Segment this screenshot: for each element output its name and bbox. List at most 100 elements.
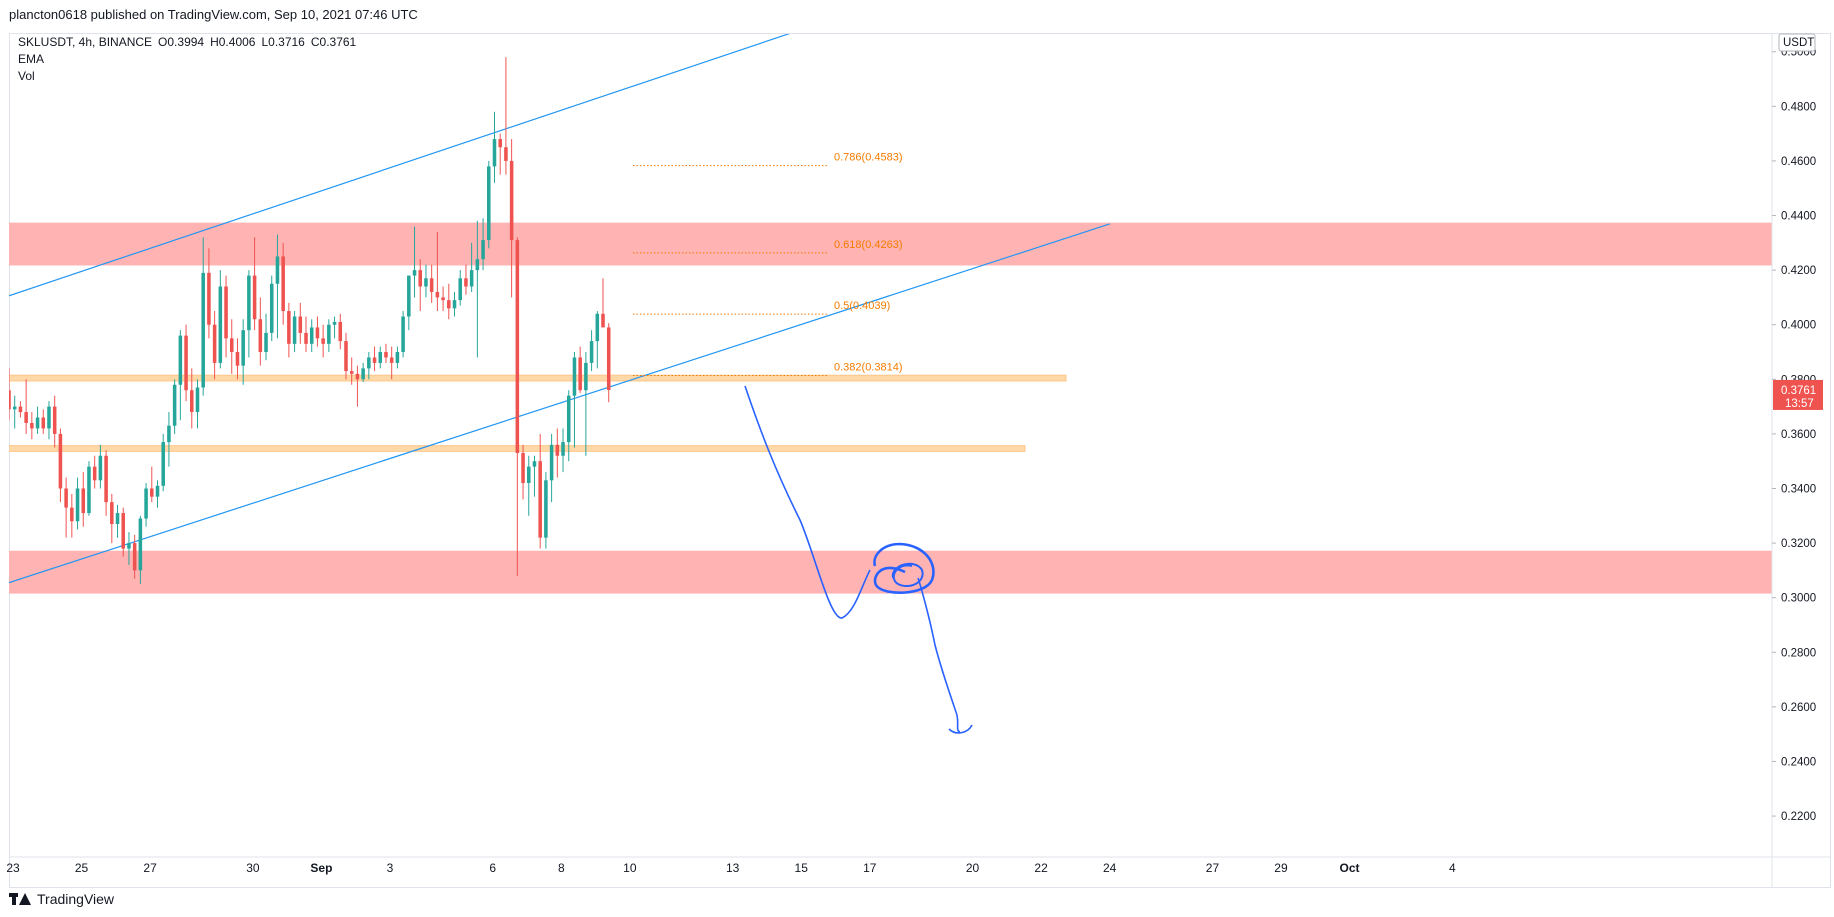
legend-open: O0.3994 — [158, 35, 205, 49]
candle-body — [287, 311, 291, 344]
candle-body — [487, 166, 491, 241]
candle-body — [24, 412, 28, 423]
x-tick-label: 24 — [1103, 861, 1117, 875]
candle-body — [252, 275, 257, 320]
candle-body — [572, 357, 577, 396]
legend-ema[interactable]: EMA — [18, 52, 45, 66]
candle-body — [367, 357, 371, 369]
last-price-tag — [1773, 379, 1823, 410]
x-tick-label: 8 — [558, 861, 565, 875]
candle-body — [504, 147, 508, 161]
fib-level-label: 0.382(0.3814) — [834, 361, 903, 373]
y-tick-label: 0.2800 — [1781, 647, 1816, 659]
candle-body — [127, 543, 131, 549]
fib-level-label: 0.5(0.4039) — [834, 300, 890, 312]
candle-body — [207, 272, 211, 325]
legend-vol[interactable]: Vol — [18, 69, 35, 83]
candle-body — [138, 518, 143, 571]
candle-body — [355, 373, 360, 380]
candle-body — [515, 240, 520, 454]
candle-body — [64, 488, 68, 508]
candle-body — [144, 488, 148, 519]
candle-body — [498, 139, 502, 148]
brand-text: TradingView — [37, 891, 115, 907]
candle-body — [115, 513, 120, 524]
candle-body — [292, 316, 297, 344]
candle-body — [327, 324, 331, 344]
candle-body — [98, 455, 103, 481]
candle-body — [150, 488, 154, 497]
footer-brand[interactable]: TradingView — [9, 891, 114, 907]
candle-body — [492, 139, 497, 167]
x-tick-label: 10 — [623, 861, 637, 875]
candle-body — [41, 417, 46, 429]
y-tick-label: 0.4800 — [1781, 101, 1816, 113]
y-tick-label: 0.2200 — [1781, 811, 1816, 823]
candle-countdown: 13:57 — [1785, 398, 1814, 410]
candle-body — [344, 341, 348, 372]
candle-body — [578, 357, 582, 391]
fib-level-label: 0.618(0.4263) — [834, 239, 903, 251]
candle-body — [172, 384, 177, 426]
candle-body — [595, 313, 600, 342]
candle-body — [30, 422, 34, 429]
candle-body — [481, 240, 485, 260]
candle-body — [212, 324, 217, 363]
x-tick-label: 15 — [795, 861, 809, 875]
candle-body — [538, 461, 542, 538]
candle-body — [584, 362, 588, 391]
candle-body — [429, 278, 434, 292]
candle-body — [75, 488, 80, 522]
x-tick-label: 29 — [1274, 861, 1288, 875]
candle-body — [12, 406, 17, 410]
candle-body — [224, 286, 228, 339]
legend-low: L0.3716 — [261, 35, 305, 49]
horizontal-level-zone — [9, 374, 1067, 382]
candle-body — [304, 332, 308, 344]
candle-body — [338, 321, 343, 342]
x-tick-label: Oct — [1340, 861, 1360, 875]
drawing-circle — [873, 542, 935, 595]
x-tick-label: 22 — [1034, 861, 1048, 875]
candle-body — [121, 513, 126, 549]
currency-label: USDT — [1783, 37, 1814, 49]
legend-symbol[interactable]: SKLUSDT, 4h, BINANCE — [18, 35, 153, 49]
x-tick-label: 30 — [246, 861, 260, 875]
candle-body — [378, 352, 383, 363]
candle-body — [81, 488, 86, 514]
candle-body — [509, 160, 514, 241]
y-tick-label: 0.2400 — [1781, 756, 1816, 768]
candle-body — [309, 327, 314, 344]
publisher-line: plancton0618 published on TradingView.co… — [9, 7, 418, 22]
x-tick-label: 25 — [75, 861, 89, 875]
x-tick-label: 23 — [6, 861, 20, 875]
candle-body — [418, 270, 423, 287]
chart-frame — [9, 33, 1831, 888]
y-tick-label: 0.2600 — [1781, 702, 1816, 714]
candle-body — [321, 338, 325, 344]
candle-body — [247, 275, 251, 331]
chart-legend: SKLUSDT, 4h, BINANCE O0.3994 H0.4006 L0.… — [18, 34, 356, 85]
candle-body — [190, 390, 194, 413]
candle-body — [281, 256, 285, 312]
candle-body — [87, 466, 91, 514]
candle-body — [532, 461, 537, 467]
candle-body — [435, 291, 440, 298]
x-tick-label: 3 — [387, 861, 394, 875]
drawing-path — [948, 724, 973, 734]
candle-body — [424, 278, 428, 287]
drawing-circle-inner — [891, 562, 924, 588]
candle-body — [92, 466, 97, 481]
x-tick-label: 4 — [1449, 861, 1456, 875]
support-resistance-zone — [9, 550, 1772, 594]
candle-body — [258, 319, 263, 353]
candle-body — [549, 444, 554, 481]
candle-body — [264, 332, 268, 353]
candle-body — [561, 442, 565, 456]
legend-close: C0.3761 — [310, 35, 357, 49]
x-tick-label: 27 — [1206, 861, 1220, 875]
candle-body — [447, 300, 451, 309]
fib-level-label: 0.786(0.4583) — [834, 152, 903, 164]
x-tick-label: 13 — [726, 861, 740, 875]
